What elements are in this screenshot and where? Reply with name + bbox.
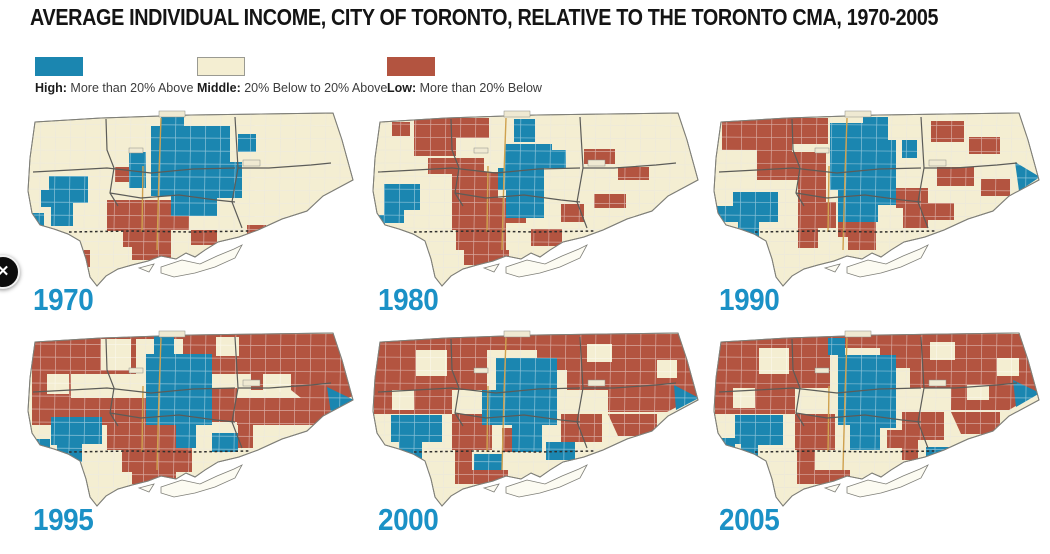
year-label-1970: 1970: [33, 282, 94, 317]
map-image-2005: [713, 330, 1040, 507]
legend-label-low: Low: More than 20% Below: [387, 81, 542, 95]
year-label-2005: 2005: [719, 502, 780, 537]
legend: High: More than 20% Above Middle: 20% Be…: [0, 57, 1050, 101]
map-1990: 1990: [697, 110, 1045, 318]
legend-item-low: Low: More than 20% Below: [387, 57, 542, 95]
year-label-1980: 1980: [378, 282, 439, 317]
legend-swatch-middle: [197, 57, 245, 76]
map-image-1970: [27, 110, 354, 287]
year-label-2000: 2000: [378, 502, 439, 537]
legend-label-high: High: More than 20% Above: [35, 81, 194, 95]
map-1980: 1980: [356, 110, 704, 318]
legend-swatch-low: [387, 57, 435, 76]
page-title: AVERAGE INDIVIDUAL INCOME, CITY OF TORON…: [30, 4, 939, 30]
legend-label-middle: Middle: 20% Below to 20% Above: [197, 81, 388, 95]
map-image-1995: [27, 330, 354, 507]
map-1970: 1970: [11, 110, 359, 318]
year-label-1995: 1995: [33, 502, 94, 537]
map-image-2000: [372, 330, 699, 507]
map-image-1990: [713, 110, 1040, 287]
year-label-1990: 1990: [719, 282, 780, 317]
legend-swatch-high: [35, 57, 83, 76]
map-2005: 2005: [697, 330, 1045, 538]
legend-item-high: High: More than 20% Above: [35, 57, 193, 95]
map-image-1980: [372, 110, 699, 287]
map-2000: 2000: [356, 330, 704, 538]
map-1995: 1995: [11, 330, 359, 538]
legend-item-middle: Middle: 20% Below to 20% Above: [197, 57, 387, 95]
